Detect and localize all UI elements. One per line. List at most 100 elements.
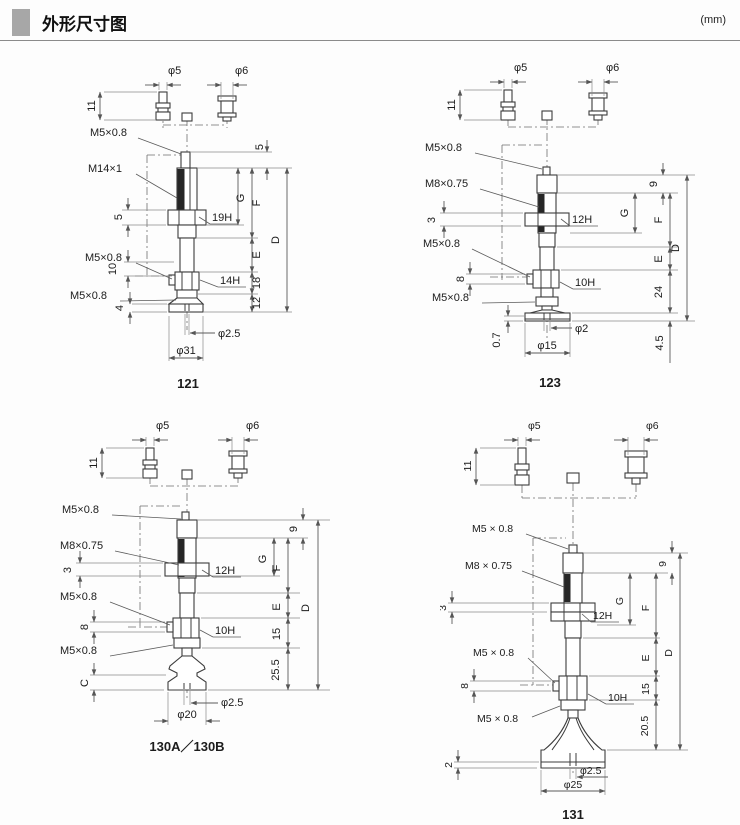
dim-g: G	[235, 194, 247, 203]
dim-15: 15	[640, 683, 652, 695]
dim-2: 2	[443, 762, 455, 768]
dim-4: 4	[114, 305, 126, 311]
pad-dia-label: φ20	[177, 709, 196, 721]
dim-9: 9	[648, 181, 660, 187]
section-marker	[12, 9, 30, 36]
body-thread-label: M8 × 0.75	[465, 560, 512, 572]
dim-f: F	[640, 605, 652, 611]
dim-e: E	[271, 603, 283, 610]
dim-e: E	[640, 654, 652, 661]
dim-e: E	[653, 255, 665, 262]
nut-12h-label: 12H	[215, 565, 235, 577]
fittings-130	[142, 447, 248, 480]
fittings-123	[500, 89, 608, 121]
caption-121: 121	[177, 376, 199, 391]
caption-123: 123	[539, 375, 561, 390]
dim-g: G	[257, 555, 269, 564]
thread-bot-label: M5×0.8	[432, 292, 469, 304]
dim-3: 3	[62, 567, 74, 573]
phi5-label: φ5	[528, 420, 541, 432]
dim-nut-5: 5	[113, 214, 125, 220]
thread-bot-label: M5×0.8	[70, 290, 107, 302]
phi6-label: φ6	[606, 62, 619, 74]
nut-12h-label: 12H	[572, 214, 592, 226]
dim-45: 4.5	[654, 335, 666, 350]
caption-131: 131	[562, 807, 584, 822]
dim-11: 11	[462, 460, 474, 471]
hole-dia-label: φ2	[575, 323, 588, 335]
dim-d: D	[663, 649, 675, 657]
thread-bot-label: M5 × 0.8	[477, 713, 518, 725]
thread-mid-label: M5×0.8	[85, 252, 122, 264]
thread-bot-label: M5×0.8	[60, 645, 97, 657]
header-rule	[0, 40, 740, 41]
dim-10: 10	[107, 263, 119, 275]
hole-dia-label: φ2.5	[218, 328, 240, 340]
phi5-label: φ5	[156, 420, 169, 432]
dim-g: G	[614, 597, 626, 605]
drawing-121: φ5 φ6 11 M5×0.8 M14×1 5 5 G F 19H M5×0.8…	[60, 58, 360, 408]
centerlines-123	[490, 117, 599, 338]
hex-10h-label: 10H	[215, 625, 235, 637]
thread-top-label: M5×0.8	[425, 142, 462, 154]
dim-3: 3	[440, 605, 449, 611]
thread-mid-label: M5×0.8	[423, 238, 460, 250]
caption-130: 130A／130B	[149, 739, 224, 754]
nut-12h-label: 12H	[593, 610, 612, 622]
dim-11: 11	[446, 99, 458, 110]
dim-8: 8	[79, 624, 91, 630]
hex-14h-label: 14H	[220, 275, 240, 287]
labels-121: φ5 φ6 11 M5×0.8 M14×1 5 5 G F 19H M5×0.8…	[70, 65, 282, 391]
nut-19h-label: 19H	[212, 212, 232, 224]
body-130	[164, 511, 210, 691]
phi6-label: φ6	[235, 65, 248, 77]
drawing-131: φ5 φ6 11 M5 × 0.8 M8 × 0.75 9 3 12H G F …	[437, 413, 740, 825]
unit-label: (mm)	[700, 14, 726, 26]
labels-123: φ5 φ6 11 M5×0.8 M8×0.75 9 3 12H G F M5×0…	[423, 62, 682, 390]
fittings-131	[514, 447, 648, 486]
dimensions-123	[440, 79, 695, 363]
hex-10h-label: 10H	[575, 277, 595, 289]
dim-c: C	[79, 679, 91, 687]
dim-205: 20.5	[639, 716, 651, 737]
body-thread-label: M8×0.75	[60, 540, 103, 552]
dimensions-130	[76, 437, 330, 725]
dim-8: 8	[455, 276, 467, 282]
thread-mid-label: M5 × 0.8	[473, 647, 514, 659]
dim-d: D	[300, 604, 312, 612]
phi5-label: φ5	[168, 65, 181, 77]
page-title: 外形尺寸图	[42, 15, 127, 35]
dim-f: F	[653, 216, 665, 223]
drawing-123: φ5 φ6 11 M5×0.8 M8×0.75 9 3 12H G F M5×0…	[420, 55, 740, 405]
dim-12: 12	[251, 297, 263, 309]
dim-f: F	[271, 564, 283, 571]
dimensions-121	[97, 82, 292, 361]
dimensions-131	[448, 437, 688, 795]
dim-stud-5: 5	[254, 144, 266, 150]
dim-18: 18	[251, 277, 263, 289]
fittings-121	[155, 91, 237, 122]
pad-dia-label: φ15	[537, 340, 556, 352]
dim-3: 3	[426, 217, 438, 223]
centerlines-121	[135, 110, 228, 330]
pad-dia-label: φ31	[176, 345, 195, 357]
pad-dia-label: φ25	[564, 779, 583, 791]
hex-10h-label: 10H	[608, 692, 627, 704]
thread-top-label: M5×0.8	[90, 127, 127, 139]
body-131	[540, 544, 606, 769]
dim-07: 0.7	[491, 332, 503, 347]
thread-mid-label: M5×0.8	[60, 591, 97, 603]
dim-255: 25.5	[270, 659, 282, 680]
phi5-label: φ5	[514, 62, 527, 74]
dim-9: 9	[657, 561, 669, 567]
dim-11: 11	[88, 457, 100, 468]
centerlines-130	[128, 475, 239, 698]
dim-8: 8	[459, 683, 471, 689]
dim-d: D	[670, 244, 682, 252]
dim-e: E	[251, 251, 263, 258]
labels-131: φ5 φ6 11 M5 × 0.8 M8 × 0.75 9 3 12H G F …	[437, 420, 675, 822]
hole-dia-label: φ2.5	[580, 765, 602, 777]
body-thread-label: M8×0.75	[425, 178, 468, 190]
body-123	[524, 166, 571, 322]
